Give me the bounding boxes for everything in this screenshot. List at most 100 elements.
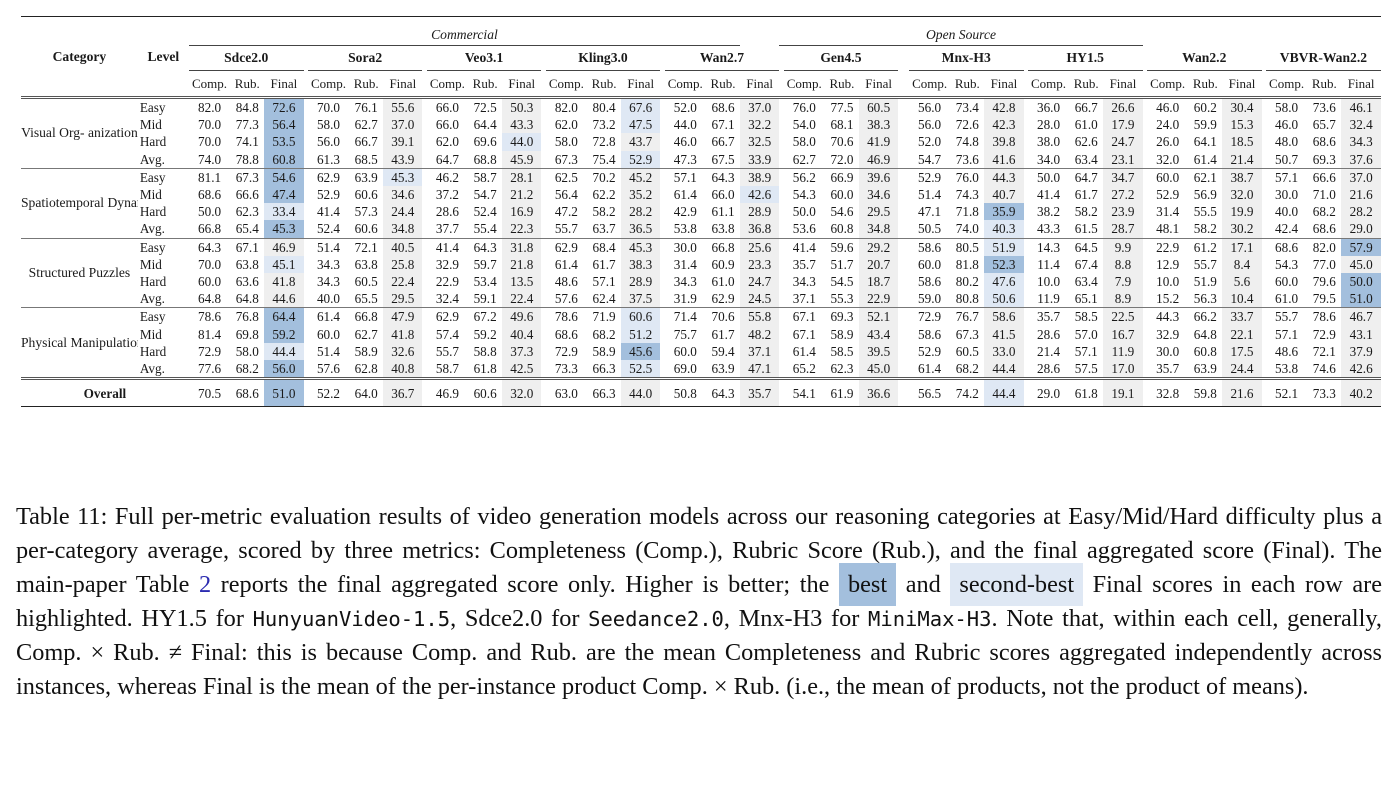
cell-sora2-rub: 63.9 <box>354 169 378 185</box>
cell-kling3-0-rub: 66.3 <box>587 378 622 408</box>
cell-sdce2-0-rub: 78.8 <box>235 151 259 167</box>
level-header: Level <box>147 48 180 64</box>
cell-mnx-h3-rub: 60.5 <box>955 343 979 359</box>
cell-sora2-final: 37.0 <box>383 116 423 134</box>
cell-gen4-5-rub: 68.1 <box>830 117 854 133</box>
cell-veo3-1-rub: 64.3 <box>473 239 497 255</box>
cell-wan2-2-rub: 63.9 <box>1193 361 1217 377</box>
model-header-sora2: Sora2 <box>307 45 423 71</box>
cell-sora2-rub: 68.5 <box>354 151 378 167</box>
cell-veo3-1-comp: 41.4 <box>435 239 459 255</box>
cell-gen4-5-comp: 56.2 <box>792 169 816 185</box>
cell-sdce2-0-final: 51.0 <box>264 378 304 408</box>
cell-wan2-7-comp: 71.4 <box>673 309 697 325</box>
cell-gen4-5-comp: 67.1 <box>792 326 816 342</box>
cell-wan2-7-rub: 59.4 <box>711 343 735 359</box>
caption-part-4: , Sdce2.0 for <box>450 605 589 632</box>
cell-wan2-2-comp: 32.0 <box>1156 151 1180 167</box>
model-header-row: Sdce2.0 Sora2 Veo3.1 Kling3.0 Wan2.7 Gen4.5 Mn… <box>21 45 1381 71</box>
metric-header-rub: Rub. <box>353 75 379 91</box>
cell-sdce2-0-final: 60.8 <box>264 150 304 169</box>
cell-veo3-1-final: 21.2 <box>502 186 542 204</box>
cell-kling3-0-final: 37.5 <box>621 290 661 308</box>
cell-mnx-h3-rub: 81.8 <box>955 256 979 272</box>
cell-gen4-5-final: 39.6 <box>858 168 899 187</box>
cell-sdce2-0-final: 44.6 <box>264 290 304 308</box>
cell-mnx-h3-comp: 61.4 <box>918 361 942 377</box>
cell-wan2-7-rub: 66.8 <box>711 239 735 255</box>
cell-wan2-2-comp: 35.7 <box>1156 361 1180 377</box>
model-header-mnx-h3: Mnx-H3 <box>908 45 1024 71</box>
cell-wan2-2-final: 8.4 <box>1222 255 1262 274</box>
cell-sora2-rub: 63.8 <box>354 256 378 272</box>
cell-gen4-5-comp: 37.1 <box>792 291 816 307</box>
cell-hy1-5-final: 11.9 <box>1103 342 1143 361</box>
caption-part-6: . Note that, within each cell, generally… <box>16 605 1382 700</box>
cell-hy1-5-final: 22.5 <box>1103 307 1143 326</box>
cell-mnx-h3-comp: 56.5 <box>908 378 951 408</box>
code-seedance: Seedance2.0 <box>588 607 724 631</box>
cell-gen4-5-final: 29.2 <box>858 238 899 256</box>
cell-kling3-0-comp: 73.3 <box>554 361 578 377</box>
cell-wan2-2-final: 17.5 <box>1222 342 1262 361</box>
level-label: Mid <box>139 326 162 342</box>
cell-sdce2-0-final: 59.2 <box>264 325 304 343</box>
cell-sora2-final: 43.9 <box>383 150 423 169</box>
cell-vbvr-wan2-2-comp: 57.1 <box>1275 169 1299 185</box>
table-row: Hard 72.9 58.0 44.4 51.4 58.9 32.6 55.7 58.8 37.3… <box>21 342 1381 361</box>
cell-hy1-5-comp: 21.4 <box>1036 343 1061 359</box>
cell-gen4-5-final: 38.3 <box>858 116 899 134</box>
cell-hy1-5-final: 8.8 <box>1103 255 1143 274</box>
cell-wan2-7-rub: 62.9 <box>711 291 735 307</box>
cell-gen4-5-rub: 54.5 <box>830 274 854 290</box>
cell-hy1-5-final: 19.1 <box>1103 378 1143 408</box>
cell-mnx-h3-rub: 74.8 <box>955 134 979 150</box>
metric-header-final: Final <box>627 75 655 91</box>
cell-hy1-5-comp: 11.4 <box>1037 256 1060 272</box>
cell-wan2-7-rub: 64.3 <box>711 169 735 185</box>
cell-hy1-5-rub: 64.5 <box>1074 239 1098 255</box>
cell-kling3-0-comp: 63.0 <box>545 378 588 408</box>
cell-sora2-rub: 62.7 <box>354 326 378 342</box>
cell-gen4-5-comp: 41.4 <box>792 239 816 255</box>
cell-mnx-h3-final: 44.4 <box>984 378 1024 408</box>
overall-row: Overall 70.5 68.6 51.0 52.2 64.0 36.7 46.9 60.6 3… <box>21 378 1381 408</box>
cell-wan2-2-rub: 66.2 <box>1193 309 1217 325</box>
category-header: Category <box>52 48 107 64</box>
cell-wan2-7-final: 48.2 <box>740 325 780 343</box>
table-row: Hard 70.0 74.1 53.5 56.0 66.7 39.1 62.0 69.6 44.0… <box>21 133 1381 151</box>
cell-veo3-1-comp: 37.7 <box>435 221 459 237</box>
model-header-wan2-7: Wan2.7 <box>664 45 780 71</box>
cell-veo3-1-rub: 68.8 <box>473 151 497 167</box>
cell-sdce2-0-rub: 63.6 <box>235 274 259 290</box>
cell-hy1-5-comp: 28.6 <box>1036 361 1061 377</box>
cell-vbvr-wan2-2-final: 21.6 <box>1341 186 1381 204</box>
cell-wan2-2-comp: 26.0 <box>1156 134 1180 150</box>
cell-hy1-5-final: 23.9 <box>1103 203 1143 221</box>
cell-mnx-h3-final: 33.0 <box>984 342 1024 361</box>
category-name: Visual Org- anization <box>21 125 138 141</box>
cell-sdce2-0-comp: 66.8 <box>198 221 222 237</box>
cell-gen4-5-final: 36.6 <box>858 378 899 408</box>
cell-kling3-0-comp: 55.7 <box>554 221 578 237</box>
cell-sdce2-0-comp: 64.3 <box>198 239 222 255</box>
cell-sdce2-0-rub: 67.3 <box>235 169 259 185</box>
cell-wan2-7-final: 23.3 <box>740 255 780 274</box>
cell-vbvr-wan2-2-comp: 42.4 <box>1275 221 1299 237</box>
cell-vbvr-wan2-2-rub: 74.6 <box>1312 361 1336 377</box>
cell-sdce2-0-rub: 64.8 <box>235 291 259 307</box>
cell-kling3-0-rub: 58.2 <box>592 204 616 220</box>
cell-mnx-h3-final: 47.6 <box>984 273 1024 291</box>
cell-kling3-0-rub: 63.7 <box>592 221 616 237</box>
cell-veo3-1-rub: 52.4 <box>473 204 497 220</box>
cell-gen4-5-comp: 54.1 <box>783 378 825 408</box>
cell-gen4-5-final: 60.5 <box>858 97 899 117</box>
cell-wan2-2-rub: 51.9 <box>1193 274 1217 290</box>
cell-hy1-5-comp: 43.3 <box>1036 221 1061 237</box>
table-2-reference-link[interactable]: 2 <box>198 571 212 598</box>
level-label: Mid <box>139 256 162 272</box>
cell-hy1-5-comp: 35.7 <box>1036 309 1061 325</box>
cell-hy1-5-final: 8.9 <box>1103 290 1143 308</box>
cell-hy1-5-rub: 58.5 <box>1074 309 1098 325</box>
level-label: Mid <box>139 117 162 133</box>
